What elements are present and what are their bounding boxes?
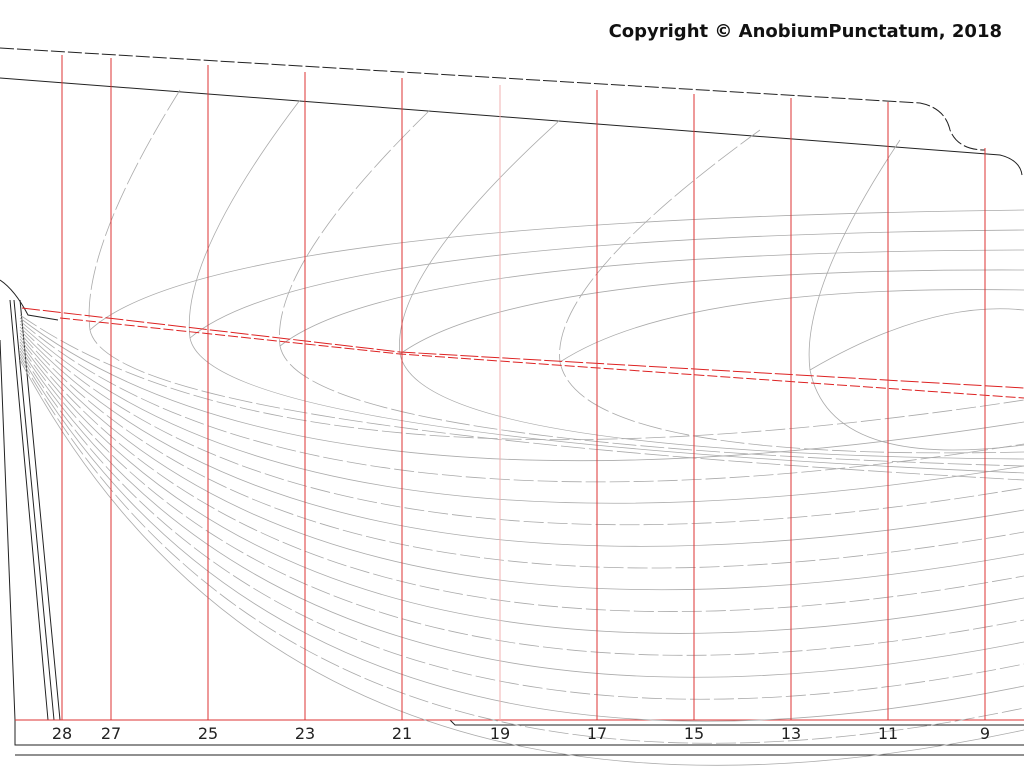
- station-label: 13: [781, 724, 801, 743]
- station-label: 23: [295, 724, 315, 743]
- waterline: [188, 99, 1024, 474]
- buttock-line: [19, 320, 1024, 483]
- waterline: [808, 139, 1024, 451]
- buttock-line: [19, 335, 1024, 591]
- buttock-line: [19, 353, 1024, 722]
- station-label: 17: [587, 724, 607, 743]
- buttock-line: [19, 332, 1024, 569]
- waterline: [279, 249, 1024, 347]
- station-label: 9: [980, 724, 990, 743]
- waterline: [89, 209, 1024, 331]
- station-label: 19: [490, 724, 510, 743]
- waterline: [809, 308, 1024, 371]
- hull-outline: [0, 47, 1024, 756]
- station-label: 11: [878, 724, 898, 743]
- buttock-line: [19, 356, 1024, 744]
- station-label: 25: [198, 724, 218, 743]
- stations: 28 27 25 23 21 19 17 15 13 11 9: [52, 55, 990, 743]
- copyright: Copyright © AnobiumPunctatum, 2018: [609, 21, 1002, 42]
- station-label: 28: [52, 724, 72, 743]
- buttock-line: [19, 317, 1024, 462]
- waterline: [189, 229, 1024, 339]
- buttock-line: [19, 338, 1024, 612]
- waterline: [279, 109, 1024, 467]
- station-label: 27: [101, 724, 121, 743]
- buttock-line: [19, 329, 1024, 547]
- waterline: [88, 89, 1024, 481]
- waterlines: [19, 89, 1024, 766]
- buttock-line: [19, 314, 1024, 441]
- station-label: 21: [392, 724, 412, 743]
- waterline: [559, 129, 1024, 454]
- buttock-line: [19, 359, 1024, 766]
- buttock-line: [19, 347, 1024, 678]
- waterline: [399, 269, 1024, 355]
- station-label: 15: [684, 724, 704, 743]
- buttock-line: [19, 344, 1024, 656]
- buttock-line: [19, 341, 1024, 634]
- waterline: [399, 119, 1024, 460]
- sheer-lines: [21, 307, 1024, 399]
- waterline: [559, 289, 1024, 363]
- buttock-line: [19, 323, 1024, 504]
- buttock-line: [19, 326, 1024, 526]
- buttock-line: [19, 350, 1024, 700]
